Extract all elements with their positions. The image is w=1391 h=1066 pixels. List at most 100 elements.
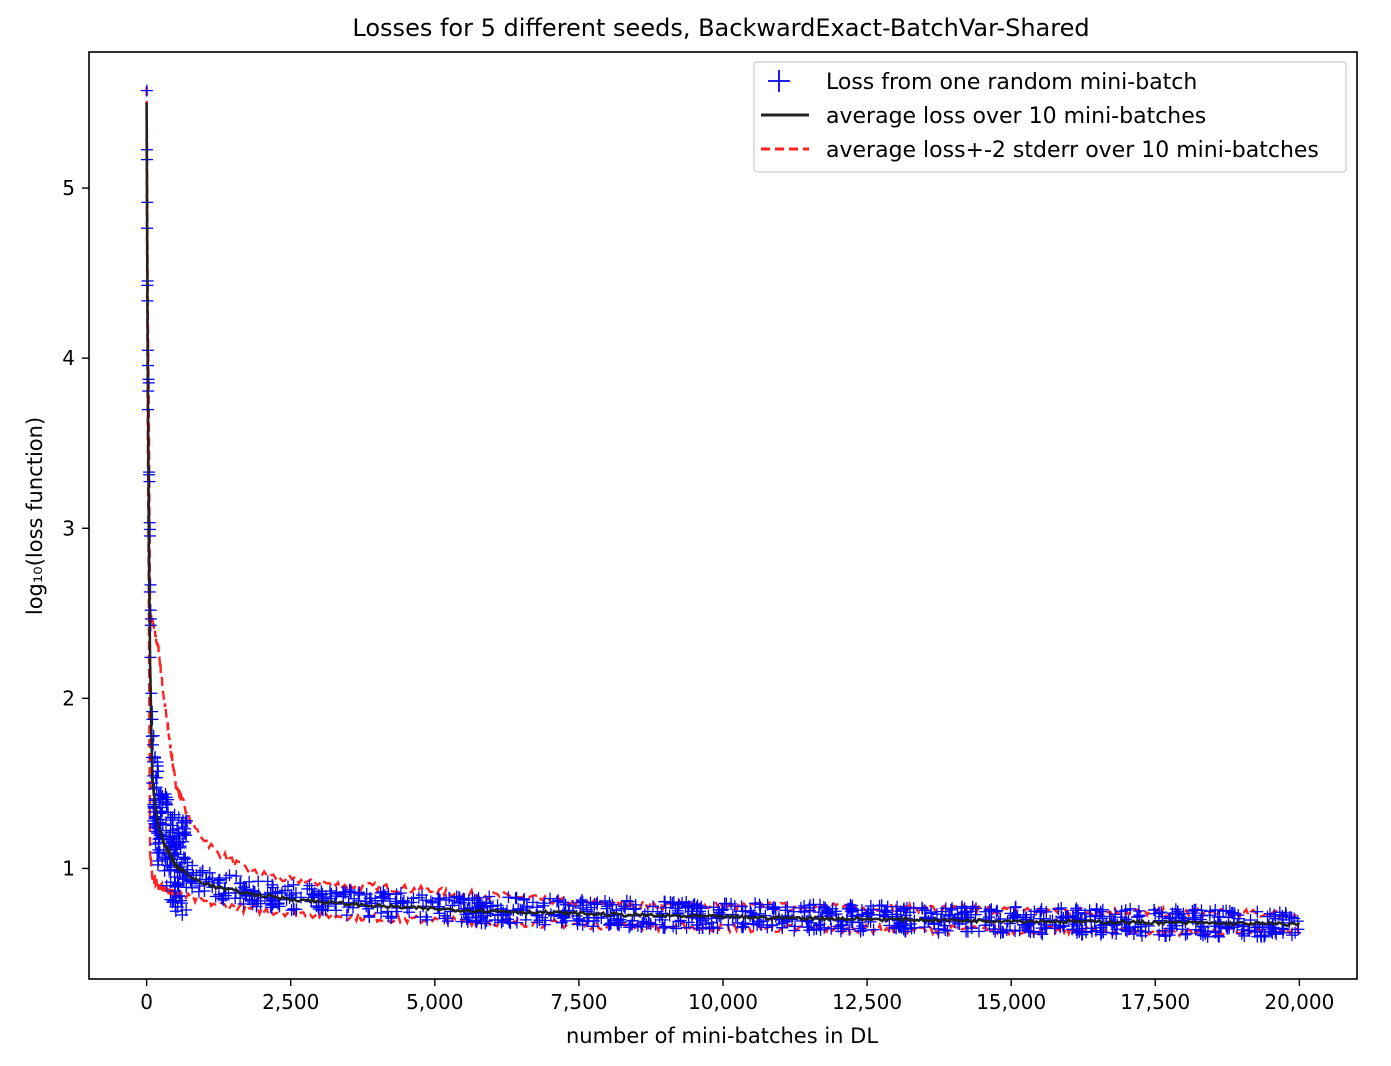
scatter-point [1148,903,1161,916]
scatter-point [939,924,952,937]
scatter-point [198,884,211,897]
scatter-point [670,922,683,935]
scatter-point [667,920,680,933]
y-tick-label: 2 [62,686,75,710]
scatter-point [531,901,544,914]
scatter-point [186,859,199,872]
scatter-point [287,878,300,891]
scatter-point [711,922,724,935]
scatter-point [1242,924,1255,937]
scatter-point [179,822,192,835]
scatter-point [1115,905,1128,918]
scatter-point [378,889,391,902]
y-tick-label: 4 [62,346,75,370]
scatter-point [424,895,437,908]
scatter-point [843,923,856,936]
scatter-point [685,911,698,924]
scatter-point [212,874,225,887]
scatter-point [1027,925,1040,938]
scatter-point [680,921,693,934]
scatter-point [623,921,636,934]
scatter-point [1228,907,1241,920]
scatter-point [285,888,298,901]
scatter-point [385,912,398,925]
scatter-point [658,895,671,908]
scatter-point [1186,905,1199,918]
scatter-point [969,908,982,921]
scatter-point [627,903,640,916]
scatter-point [946,902,959,915]
y-axis: 1 2 3 4 5 [62,176,89,880]
scatter-point [1073,925,1086,938]
scatter-point [1133,909,1146,922]
scatter-point [557,896,570,909]
scatter-point [220,871,233,884]
scatter-point [369,894,382,907]
scatter-point [985,903,998,916]
scatter-point [728,900,741,913]
x-tick-label: 10,000 [688,990,758,1014]
scatter-point [230,870,243,883]
scatter-point [344,885,357,898]
scatter-point [1007,909,1020,922]
scatter-point [457,893,470,906]
scatter-point [1194,913,1207,926]
scatter-point [696,921,709,934]
scatter-point [466,892,479,905]
scatter-point [152,765,165,778]
scatter-point [855,904,868,917]
scatter-point [363,892,376,905]
scatter-point [164,811,177,824]
scatter-point [173,836,186,849]
scatter-point [1270,928,1283,941]
chart-title: Losses for 5 different seeds, BackwardEx… [352,14,1089,42]
scatter-point [158,864,171,877]
scatter-point [624,919,637,932]
scatter-point [514,903,527,916]
scatter-point [1251,905,1264,918]
scatter-point [825,922,838,935]
scatter-point [994,926,1007,939]
scatter-point [552,894,565,907]
scatter-point [234,877,247,890]
scatter-point [162,806,175,819]
scatter-point [421,913,434,926]
scatter-point [432,892,445,905]
scatter-point [761,898,774,911]
scatter-point [510,891,523,904]
scatter-point [414,911,427,924]
scatter-point [576,895,589,908]
scatter-point [164,893,177,906]
scatter-point [1142,919,1155,932]
scatter-point [1285,929,1298,942]
scatter-point [460,913,473,926]
scatter-point [779,904,792,917]
scatter-point [1009,925,1022,938]
scatter-point [980,912,993,925]
scatter-point [1264,907,1277,920]
plot-data-layer [140,84,1305,943]
scatter-point [375,906,388,919]
y-tick-label: 5 [62,176,75,200]
scatter-point [798,899,811,912]
scatter-point [789,920,802,933]
scatter-point [229,892,242,905]
scatter-point [1179,928,1192,941]
scatter-point [1110,927,1123,940]
scatter-point [517,893,530,906]
scatter-point [170,891,183,904]
scatter-point [575,893,588,906]
scatter-point [672,915,685,928]
scatter-point [544,908,557,921]
scatter-point [688,898,701,911]
scatter-point [687,899,700,912]
scatter-point [820,904,833,917]
scatter-point [1169,903,1182,916]
scatter-point [666,896,679,909]
scatter-point [285,904,298,917]
scatter-point [818,921,831,934]
scatter-point [156,805,169,818]
scatter-point [510,916,523,929]
scatter-point [699,912,712,925]
